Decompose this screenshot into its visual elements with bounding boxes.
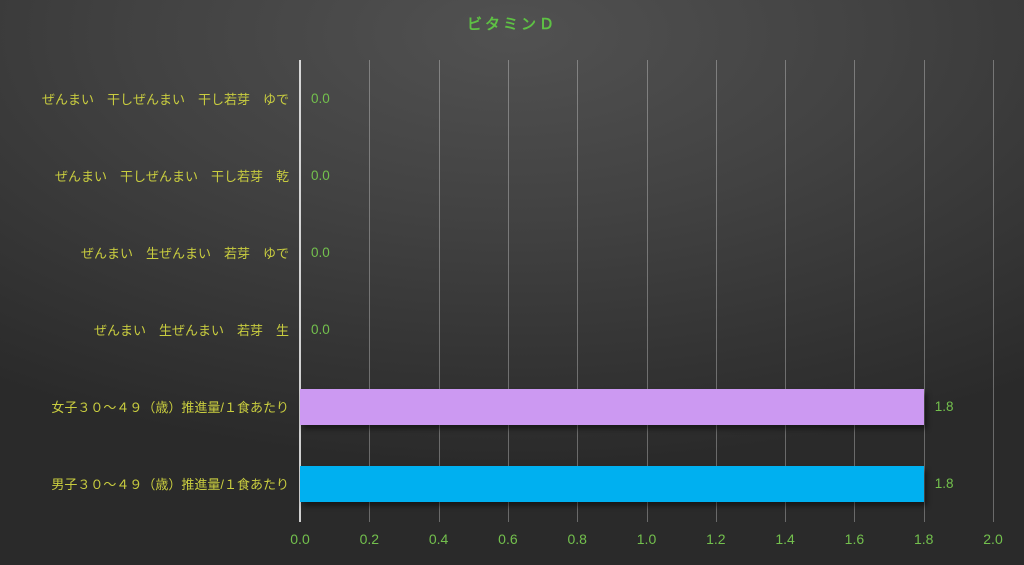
chart-row: ぜんまい 生ぜんまい 若芽 ゆで 0.0 <box>0 214 1024 291</box>
value-label: 1.8 <box>934 399 954 414</box>
gridline <box>369 60 371 522</box>
value-label: 0.0 <box>311 168 330 183</box>
x-tick-label: 0.0 <box>290 531 310 547</box>
chart-row: 女子３０～４９（歳）推進量/１食あたり 1.8 <box>0 368 1024 445</box>
bar-rows: ぜんまい 干しぜんまい 干し若芽 ゆで 0.0 ぜんまい 干しぜんまい 干し若芽 乾… <box>0 60 1024 522</box>
value-label: 0.0 <box>311 91 330 106</box>
bar <box>300 465 924 502</box>
gridline <box>923 60 925 522</box>
chart-row: 男子３０～４９（歳）推進量/１食あたり 1.8 <box>0 445 1024 522</box>
gridline <box>438 60 440 522</box>
x-tick-label: 0.2 <box>359 531 380 547</box>
x-tick-label: 1.2 <box>706 531 726 547</box>
bar-track: 0.0 <box>300 81 993 117</box>
category-label: 男子３０～４９（歳）推進量/１食あたり <box>51 477 289 492</box>
x-tick-label: 1.8 <box>913 531 934 547</box>
x-tick-label: 1.0 <box>636 531 657 547</box>
bar-track: 0.0 <box>300 235 993 271</box>
x-axis-tick-labels: 0.0 0.2 0.4 0.6 0.8 1.0 1.2 1.4 1.6 1.8 2.0 <box>290 531 1002 551</box>
category-label: ぜんまい 生ぜんまい 若芽 ゆで <box>80 246 289 261</box>
y-axis-line <box>299 60 301 522</box>
gridline <box>854 60 856 522</box>
value-label: 0.0 <box>311 245 330 260</box>
chart-row: ぜんまい 生ぜんまい 若芽 生 0.0 <box>0 291 1024 368</box>
x-tick-label: 2.0 <box>983 531 1003 547</box>
chart-title: ビタミンＤ <box>466 16 557 33</box>
gridline <box>785 60 787 522</box>
x-tick-label: 0.8 <box>567 531 587 547</box>
category-label: ぜんまい 生ぜんまい 若芽 生 <box>93 323 289 338</box>
x-tick-label: 1.4 <box>775 531 795 547</box>
gridline <box>715 60 717 522</box>
chart-row: ぜんまい 干しぜんまい 干し若芽 乾 0.0 <box>0 137 1024 214</box>
bar-track: 0.0 <box>300 158 993 194</box>
value-label: 1.8 <box>934 476 954 491</box>
bar <box>300 388 924 425</box>
x-tick-label: 0.6 <box>498 531 518 547</box>
bar-track: 1.8 <box>300 388 993 425</box>
category-label: ぜんまい 干しぜんまい 干し若芽 乾 <box>54 169 289 184</box>
x-tick-label: 0.4 <box>428 531 449 547</box>
bar-track: 1.8 <box>300 465 993 502</box>
gridline <box>577 60 579 522</box>
category-label: ぜんまい 干しぜんまい 干し若芽 ゆで <box>41 92 289 107</box>
plot-area <box>299 60 994 522</box>
gridline <box>646 60 648 522</box>
gridline <box>507 60 509 522</box>
bar-track: 0.0 <box>300 312 993 348</box>
x-tick-label: 1.6 <box>844 531 865 547</box>
gridline <box>993 60 994 522</box>
value-label: 0.0 <box>311 322 330 337</box>
chart-row: ぜんまい 干しぜんまい 干し若芽 ゆで 0.0 <box>0 60 1024 137</box>
category-label: 女子３０～４９（歳）推進量/１食あたり <box>51 400 289 415</box>
